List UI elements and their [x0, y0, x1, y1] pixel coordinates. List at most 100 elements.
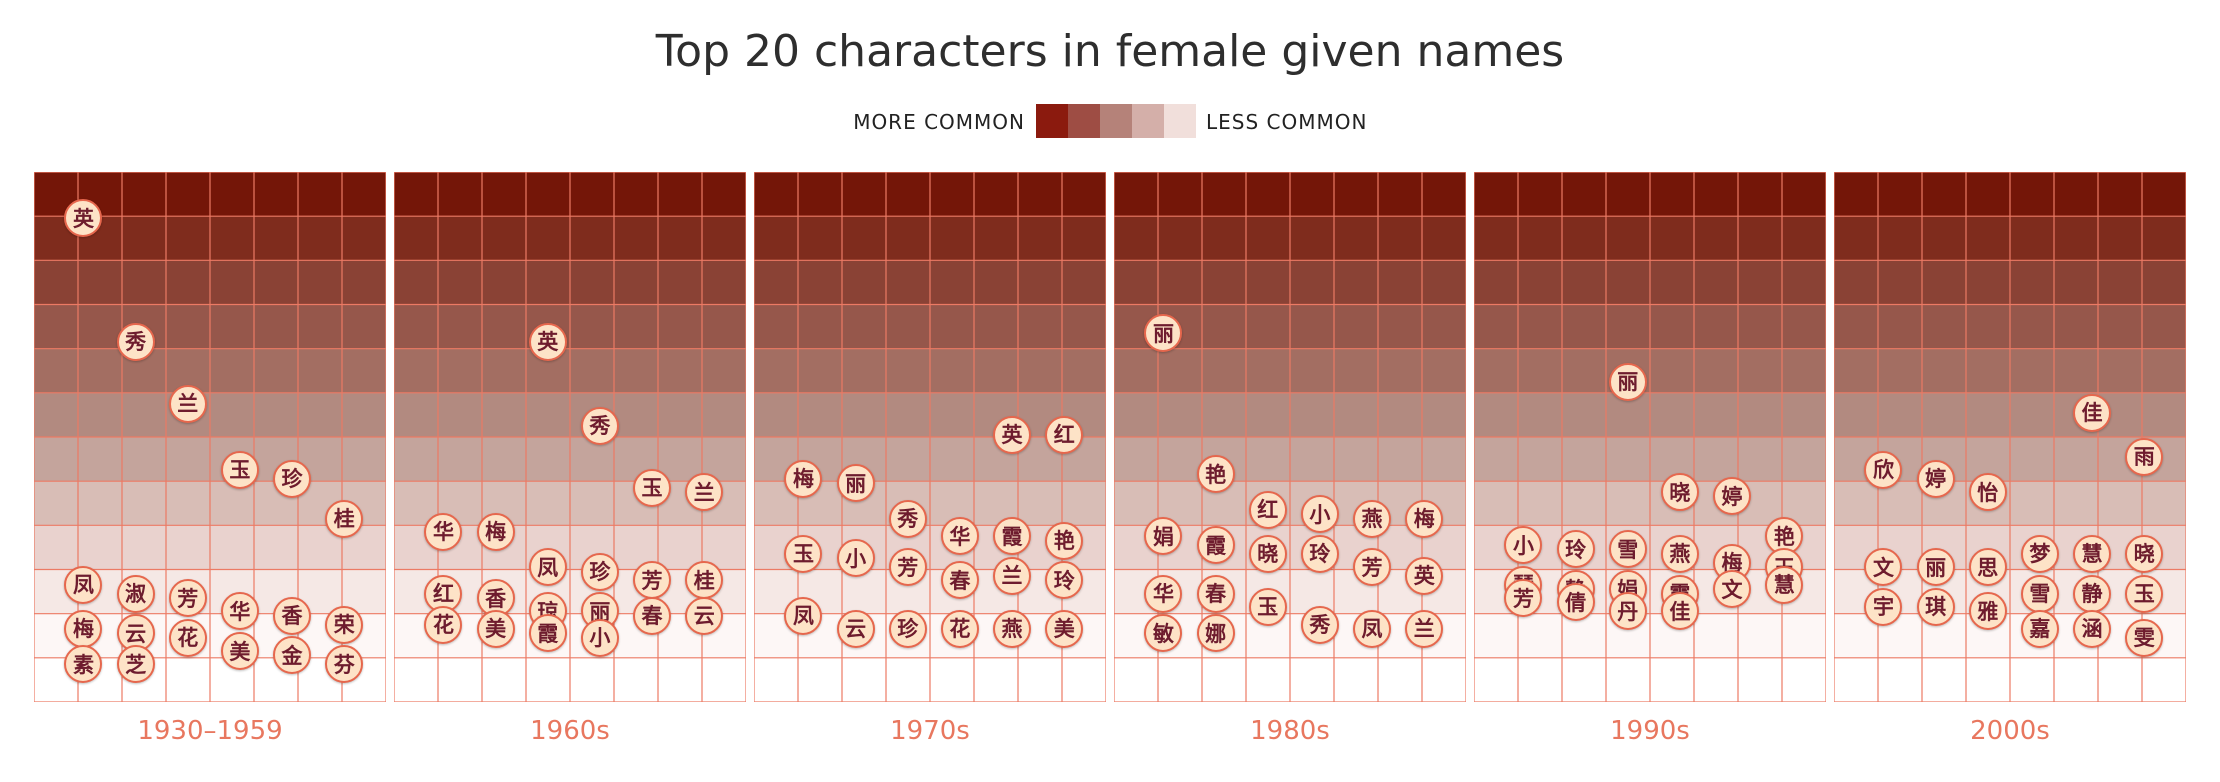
character-chip: 云	[685, 596, 724, 635]
character-chip: 珍	[273, 459, 312, 498]
character-chip: 玲	[1556, 530, 1595, 569]
legend-swatch	[1036, 104, 1068, 138]
character-chip: 嘉	[2020, 609, 2059, 648]
character-chip: 小	[1300, 495, 1339, 534]
chart-panel: 丽晓婷艳小玲雪燕梅玉琴静娟霞文慧芳倩丹佳1990s	[1474, 172, 1826, 746]
character-chip: 静	[2073, 574, 2112, 613]
character-chip: 花	[168, 618, 207, 657]
character-chip: 梅	[476, 512, 515, 551]
legend-swatch	[1132, 104, 1164, 138]
character-chip: 红	[1248, 490, 1287, 529]
character-chip: 凤	[1353, 609, 1392, 648]
character-chip: 春	[633, 596, 672, 635]
character-chip: 兰	[685, 473, 724, 511]
character-chip: 雨	[2125, 437, 2164, 476]
character-chip: 英	[1405, 556, 1444, 595]
character-chip: 怡	[1968, 473, 2007, 511]
character-chip: 淑	[116, 574, 155, 613]
character-chip: 雯	[2125, 618, 2164, 657]
character-chip: 花	[940, 609, 979, 648]
character-chip: 玉	[784, 534, 823, 573]
character-chip: 梦	[2020, 534, 2059, 573]
character-chip: 文	[1713, 570, 1752, 609]
character-chip: 丽	[1916, 548, 1955, 587]
character-chip: 霞	[1196, 526, 1235, 564]
legend-more-label: MORE COMMON	[853, 110, 1025, 134]
character-chip: 娟	[1144, 517, 1183, 556]
legend-swatches	[1036, 104, 1196, 138]
panel-grid	[34, 172, 386, 702]
character-chip: 倩	[1556, 583, 1595, 622]
character-chip: 花	[424, 605, 463, 644]
character-chip: 华	[940, 517, 979, 556]
character-chip: 春	[1196, 574, 1235, 613]
character-chip: 华	[424, 512, 463, 551]
character-chip: 艳	[1045, 521, 1084, 560]
character-chip: 佳	[2073, 393, 2112, 432]
panel-label: 1960s	[530, 716, 610, 746]
character-chip: 燕	[993, 609, 1032, 648]
chart-panel: 佳雨 欣婷怡梦慧晓 文丽思雪静玉 宇琪雅嘉涵雯 2000s	[1834, 172, 2186, 746]
character-chip: 小	[1504, 526, 1543, 564]
character-chip: 华	[220, 592, 259, 631]
character-chip: 玉	[2125, 574, 2164, 613]
character-chip: 梅	[64, 609, 103, 648]
character-chip: 娜	[1196, 614, 1235, 653]
character-chip: 慧	[2073, 534, 2112, 573]
character-chip: 芳	[1353, 548, 1392, 587]
panel-label: 1980s	[1250, 716, 1330, 746]
character-chip: 秀	[116, 322, 155, 361]
character-chip: 丽	[1144, 314, 1183, 352]
character-chip: 玲	[1045, 561, 1084, 600]
character-chip: 玉	[220, 450, 259, 489]
chart-panel: 英秀兰玉珍桂凤淑芳梅云花华香美金荣素芝芬 1930–1959	[34, 172, 386, 746]
character-chip: 芳	[888, 548, 927, 587]
character-chip: 凤	[784, 596, 823, 635]
character-chip: 欣	[1864, 450, 1903, 489]
character-chip: 英	[64, 199, 103, 238]
character-chip: 雪	[2020, 574, 2059, 613]
character-chip: 英	[993, 415, 1032, 454]
panel-grid	[1474, 172, 1826, 702]
character-chip: 玲	[1300, 534, 1339, 573]
character-chip: 丹	[1608, 592, 1647, 631]
character-chip: 梅	[784, 459, 823, 498]
character-chip: 燕	[1353, 499, 1392, 538]
character-chip: 红	[1045, 415, 1084, 454]
character-chip: 美	[1045, 609, 1084, 648]
panel-label: 1990s	[1610, 716, 1690, 746]
character-chip: 英	[528, 322, 567, 361]
character-chip: 桂	[325, 499, 364, 538]
character-chip: 梅	[1405, 499, 1444, 538]
character-chip: 慧	[1765, 565, 1804, 604]
character-chip: 丽	[1608, 362, 1647, 401]
character-chip: 云	[836, 609, 875, 648]
character-chip: 燕	[1660, 534, 1699, 573]
character-chip: 涵	[2073, 609, 2112, 648]
character-chip: 秀	[580, 406, 619, 445]
chart-title: Top 20 characters in female given names	[655, 26, 1565, 77]
character-chip: 芝	[116, 645, 155, 684]
character-chip: 芳	[633, 561, 672, 600]
character-chip: 香	[273, 596, 312, 635]
legend: MORE COMMON LESS COMMON	[0, 104, 2220, 140]
character-chip: 兰	[1405, 609, 1444, 648]
character-chip: 芳	[168, 579, 207, 617]
chart-panel: 丽艳红小燕梅 娟霞晓玲芳英 华春玉秀凤兰 敏娜 1980s	[1114, 172, 1466, 746]
character-chip: 佳	[1660, 592, 1699, 631]
panel-label: 1970s	[890, 716, 970, 746]
character-chip: 兰	[993, 556, 1032, 595]
character-chip: 霞	[993, 517, 1032, 556]
character-chip: 凤	[528, 548, 567, 587]
character-chip: 小	[836, 539, 875, 578]
character-chip: 凤	[64, 565, 103, 604]
character-chip: 霞	[528, 614, 567, 653]
chart-panel: 英秀玉兰华梅凤珍芳桂红香琼丽花美霞小春云 1960s	[394, 172, 746, 746]
character-chip: 秀	[1300, 605, 1339, 644]
character-chip: 婷	[1916, 459, 1955, 498]
character-chip: 婷	[1713, 477, 1752, 516]
character-chip: 玉	[1248, 587, 1287, 626]
character-chip: 宇	[1864, 587, 1903, 626]
character-chip: 晓	[2125, 534, 2164, 573]
character-chip: 芳	[1504, 579, 1543, 617]
